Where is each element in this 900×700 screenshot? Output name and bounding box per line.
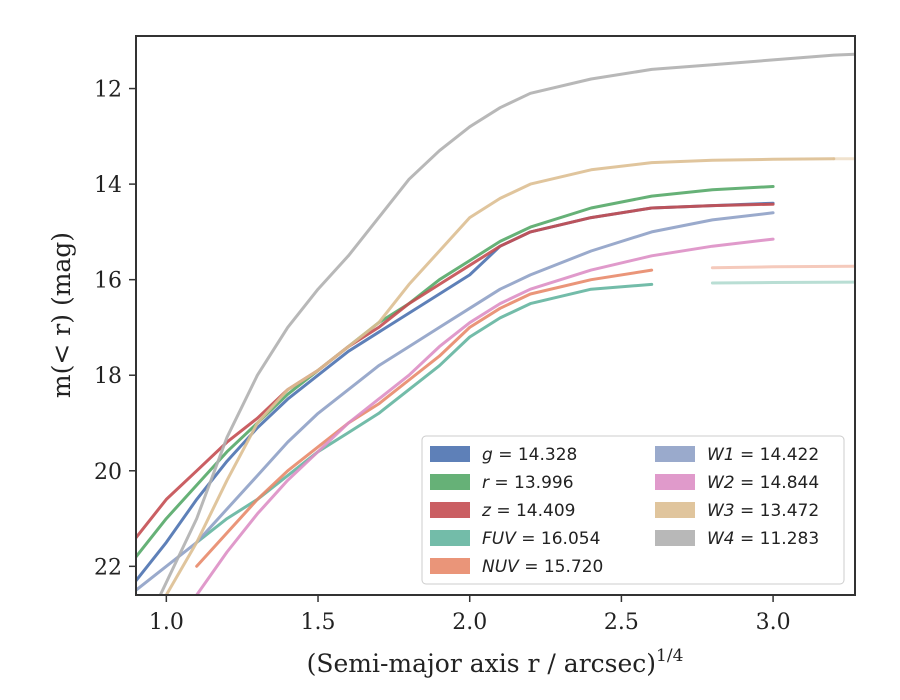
legend-label: FUV = 16.054 (482, 529, 600, 549)
series-layer (136, 52, 855, 595)
legend-item-fuv: FUV = 16.054 (430, 529, 600, 549)
legend-frame (421, 435, 845, 585)
legend-swatch (430, 558, 470, 574)
series-nuv-line (195, 268, 654, 568)
legend-value: = 11.283 (735, 529, 820, 549)
legend-value: = 14.422 (735, 445, 820, 465)
series-nuv (195, 264, 855, 568)
legend-band: W3 (707, 501, 735, 521)
legend-label: W3 = 13.472 (707, 501, 819, 521)
legend-band: W4 (707, 529, 735, 549)
legend-label: W4 = 11.283 (707, 529, 819, 549)
legend-label: NUV = 15.720 (482, 557, 603, 577)
x-axis-title-text: (Semi-major axis r / arcsec) (307, 649, 656, 678)
x-tick-label: 2.0 (452, 610, 487, 635)
legend-label: z = 14.409 (481, 501, 575, 521)
y-tick-label: 12 (94, 78, 122, 103)
legend-item-r: r = 13.996 (430, 473, 574, 493)
legend-band: W1 (707, 445, 735, 465)
series-r (136, 185, 775, 559)
legend-band: g (482, 445, 493, 465)
plot-frame (135, 35, 856, 596)
y-tick-label: 16 (94, 269, 122, 294)
legend-item-g: g = 14.328 (430, 445, 577, 465)
legend-item-w1: W1 = 14.422 (655, 445, 819, 465)
legend-value: = 15.720 (519, 557, 604, 577)
legend-swatch (430, 474, 470, 490)
legend-band: W2 (707, 473, 735, 493)
legend-swatch (655, 530, 695, 546)
legend-band: r (482, 473, 490, 493)
legend-item-w2: W2 = 14.844 (655, 473, 819, 493)
y-axis-title: m(< r) (mag) (47, 232, 76, 398)
legend-label: W2 = 14.844 (707, 473, 819, 493)
y-tick-label: 18 (94, 364, 122, 389)
legend-swatch (430, 530, 470, 546)
series-nuv-faded (710, 264, 855, 270)
series-fuv-faded (710, 280, 855, 285)
y-tick-label: 20 (94, 460, 122, 485)
series-w3 (164, 157, 855, 595)
legend-item-z: z = 14.409 (430, 501, 575, 521)
series-w1 (136, 211, 775, 592)
legend-swatch (430, 502, 470, 518)
legend-swatch (655, 446, 695, 462)
series-w2 (195, 237, 775, 595)
legend-band: FUV (482, 529, 517, 549)
legend-swatch (655, 474, 695, 490)
x-tick-label: 1.5 (301, 610, 336, 635)
series-w1-line (136, 211, 775, 592)
x-axis-title-power: 1/4 (656, 646, 683, 666)
legend-band: NUV (482, 557, 520, 577)
legend-value: = 13.472 (735, 501, 820, 521)
y-tick-label: 22 (94, 555, 122, 580)
x-tick-label: 2.5 (604, 610, 639, 635)
legend-label: W1 = 14.422 (707, 445, 819, 465)
legend-value: = 14.409 (491, 501, 576, 521)
x-axis-title: (Semi-major axis r / arcsec)1/4 (307, 646, 684, 678)
legend-value: = 13.996 (489, 473, 574, 493)
series-w3-line (164, 157, 836, 595)
legend-swatch (430, 446, 470, 462)
y-tick-label: 14 (94, 173, 122, 198)
ticks-layer: 1.0 1.5 2.0 2.5 3.0 12 14 16 18 20 22 (94, 78, 791, 635)
x-tick-label: 1.0 (149, 610, 184, 635)
series-w2-line (195, 237, 775, 595)
legend-item-w4: W4 = 11.283 (655, 529, 819, 549)
series-r-line (136, 185, 775, 559)
legend-value: = 14.844 (735, 473, 820, 493)
legend-label: r = 13.996 (482, 473, 574, 493)
legend-item-nuv: NUV = 15.720 (430, 557, 603, 577)
series-w4 (158, 52, 855, 595)
legend-value: = 14.328 (493, 445, 578, 465)
legend-band: z (481, 501, 492, 521)
legend-item-w3: W3 = 13.472 (655, 501, 819, 521)
legend-label: g = 14.328 (482, 445, 577, 465)
series-w4-line (158, 52, 855, 595)
legend-value: = 16.054 (516, 529, 601, 549)
legend-swatch (655, 502, 695, 518)
x-tick-label: 3.0 (756, 610, 791, 635)
